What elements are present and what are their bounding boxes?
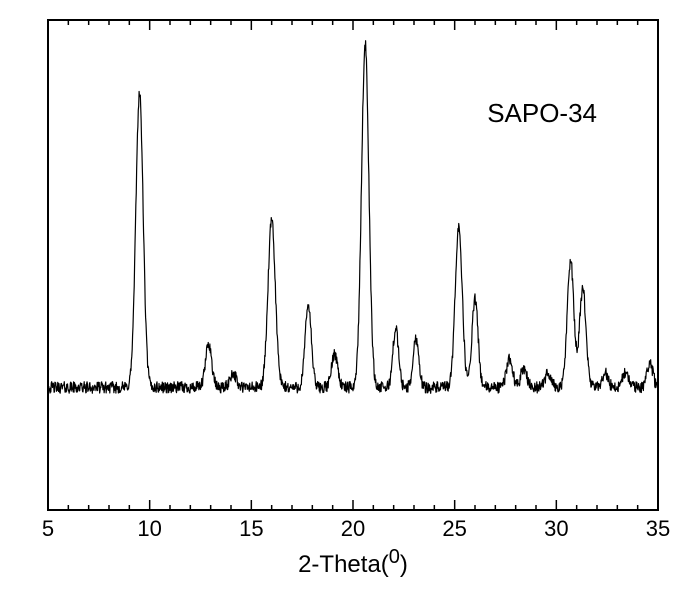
x-tick-label: 35 xyxy=(646,516,670,541)
sample-annotation: SAPO-34 xyxy=(487,98,597,129)
plot-svg: 5 10 15 20 25 30 35 xyxy=(0,0,697,603)
x-axis-label: 2-Theta(0) xyxy=(283,546,423,579)
xrd-figure: 5 10 15 20 25 30 35 SAPO-34 2-Theta(0) xyxy=(0,0,697,603)
x-tick-label: 25 xyxy=(442,516,466,541)
x-axis-label-text: 2-Theta xyxy=(298,551,381,578)
x-axis-label-paren-close: ) xyxy=(400,551,408,578)
x-tick-label: 10 xyxy=(137,516,161,541)
x-axis-label-paren-open: ( xyxy=(381,551,389,578)
x-tick-label: 5 xyxy=(42,516,54,541)
x-tick-label: 20 xyxy=(341,516,365,541)
x-tick-label: 30 xyxy=(544,516,568,541)
xrd-pattern-line xyxy=(48,41,658,394)
x-axis-label-sup: 0 xyxy=(389,546,400,568)
x-tick-label: 15 xyxy=(239,516,263,541)
